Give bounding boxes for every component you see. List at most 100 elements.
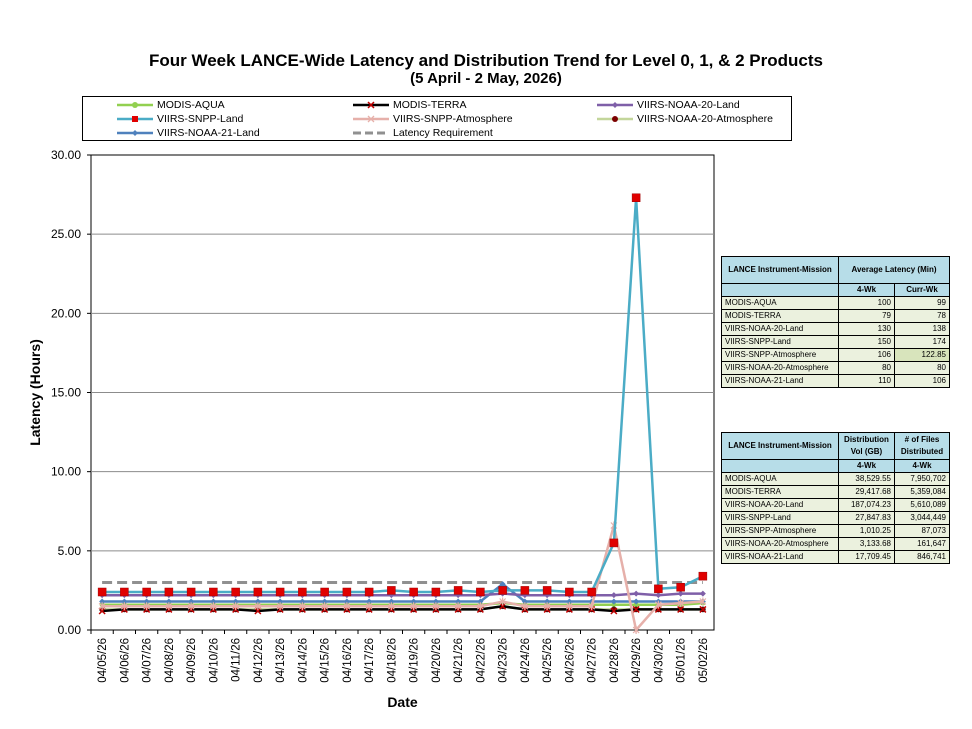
data-point — [453, 586, 463, 595]
legend-item: VIIRS-NOAA-20-Atmosphere — [595, 112, 773, 126]
latency-table-cell-currwk: 99 — [894, 296, 950, 310]
series-line-modis-terra — [102, 605, 703, 613]
x-tick-label: 04/18/26 — [386, 638, 398, 683]
latency-table: LANCE Instrument-Mission Average Latency… — [721, 256, 950, 388]
data-point — [698, 571, 708, 581]
data-point — [699, 597, 707, 606]
data-point — [633, 590, 640, 597]
latency-table-cell-4wk: 100 — [838, 296, 895, 310]
data-point — [121, 598, 128, 605]
y-tick-label: 5.00 — [58, 544, 82, 558]
data-point — [164, 587, 174, 597]
legend-label: VIIRS-NOAA-20-Land — [637, 99, 740, 111]
data-point — [410, 602, 418, 611]
latency-table-cell-currwk: 122.85 — [894, 348, 950, 362]
distribution-table-cell-mission: MODIS-AQUA — [721, 472, 839, 486]
legend-item: MODIS-TERRA — [351, 98, 467, 112]
data-point — [188, 598, 195, 605]
legend-label: VIIRS-SNPP-Land — [157, 113, 244, 125]
data-point — [609, 538, 619, 548]
x-tick-label: 04/21/26 — [453, 638, 465, 683]
data-point — [321, 602, 329, 611]
y-tick-label: 15.00 — [51, 386, 81, 400]
legend-swatch-icon — [117, 102, 153, 108]
x-tick-label: 04/17/26 — [364, 638, 376, 683]
data-point — [699, 590, 706, 597]
latency-table-cell-currwk: 78 — [894, 309, 950, 323]
y-axis-label: Latency (Hours) — [27, 339, 43, 446]
data-point — [387, 602, 395, 611]
latency-table-cell-4wk: 80 — [838, 361, 895, 375]
latency-table-cell-mission: VIIRS-NOAA-20-Land — [721, 322, 839, 336]
x-tick-label: 04/29/26 — [631, 638, 643, 683]
data-point — [521, 598, 528, 605]
latency-table-row: VIIRS-SNPP-Atmosphere 106 122.85 — [721, 348, 950, 362]
data-point — [476, 602, 484, 611]
data-point — [388, 598, 395, 605]
latency-table-cell-mission: MODIS-AQUA — [721, 296, 839, 310]
distribution-table-row: VIIRS-NOAA-20-Atmosphere 3,133.68 161,647 — [721, 537, 950, 551]
latency-table-cell-4wk: 130 — [838, 322, 895, 336]
legend-label: VIIRS-NOAA-20-Atmosphere — [637, 113, 773, 125]
legend-item: VIIRS-SNPP-Atmosphere — [351, 112, 513, 126]
chart-subtitle: (5 April - 2 May, 2026) — [410, 70, 562, 87]
latency-table-cell-4wk: 150 — [838, 335, 895, 349]
distribution-table-row: VIIRS-NOAA-20-Land 187,074.23 5,610,089 — [721, 498, 950, 512]
distribution-table-cell-vol: 27,847.83 — [838, 511, 895, 525]
legend-swatch-icon — [117, 116, 153, 122]
series-line-modis-aqua — [102, 601, 703, 606]
latency-table-cell-mission: VIIRS-SNPP-Land — [721, 335, 839, 349]
data-point — [633, 598, 640, 605]
data-point — [520, 586, 530, 595]
legend-item: MODIS-AQUA — [115, 98, 225, 112]
data-point — [654, 584, 663, 594]
distribution-table-cell-mission: VIIRS-NOAA-20-Atmosphere — [721, 537, 839, 551]
data-point — [165, 598, 172, 605]
data-point — [387, 586, 396, 595]
x-tick-label: 04/07/26 — [142, 638, 154, 683]
x-tick-label: 04/28/26 — [609, 638, 621, 683]
distribution-table-cell-vol: 29,417.68 — [838, 485, 895, 499]
x-tick-label: 04/25/26 — [542, 638, 554, 683]
latency-table-cell-4wk: 106 — [838, 348, 895, 362]
data-point — [699, 605, 707, 613]
latency-table-header-avg: Average Latency (Min) — [838, 256, 950, 284]
x-tick-label: 04/24/26 — [520, 638, 532, 683]
data-point — [231, 587, 240, 597]
legend-label: Latency Requirement — [393, 127, 493, 139]
latency-table-header-mission: LANCE Instrument-Mission — [721, 256, 839, 284]
y-tick-label: 20.00 — [51, 306, 81, 320]
chart-legend: MODIS-AQUA MODIS-TERRA VIIRS-NOAA-20-Land V… — [82, 96, 792, 141]
x-axis-label: Date — [387, 694, 418, 710]
series-line-viirs-snpp-land — [102, 197, 704, 594]
data-point — [455, 598, 462, 605]
data-point — [298, 602, 306, 611]
data-point — [677, 605, 685, 613]
legend-label: VIIRS-SNPP-Atmosphere — [393, 113, 513, 125]
data-point — [142, 587, 151, 597]
latency-table-row: MODIS-AQUA 100 99 — [721, 296, 950, 310]
x-tick-label: 04/05/26 — [97, 638, 109, 683]
distribution-table-cell-vol: 17,709.45 — [838, 550, 895, 564]
data-point — [165, 602, 173, 611]
data-point — [610, 598, 617, 605]
latency-table-row: VIIRS-NOAA-20-Land 130 138 — [721, 322, 950, 336]
data-point — [365, 602, 373, 611]
data-point — [566, 598, 573, 605]
x-tick-label: 04/20/26 — [431, 638, 443, 683]
data-point — [254, 602, 262, 611]
series-line-viirs-noaa-20-land — [102, 592, 703, 597]
legend-swatch-icon — [117, 130, 153, 136]
y-tick-label: 25.00 — [51, 227, 81, 241]
x-tick-label: 04/14/26 — [297, 638, 309, 683]
data-point — [588, 602, 596, 611]
data-point — [343, 598, 350, 605]
distribution-table-cell-files: 161,647 — [894, 537, 950, 551]
data-point — [276, 602, 284, 611]
data-point — [544, 598, 551, 605]
x-tick-label: 04/19/26 — [409, 638, 421, 683]
latency-table-cell-mission: VIIRS-SNPP-Atmosphere — [721, 348, 839, 362]
distribution-table-header-files: # of Files Distributed — [894, 432, 950, 460]
data-point — [477, 598, 484, 605]
